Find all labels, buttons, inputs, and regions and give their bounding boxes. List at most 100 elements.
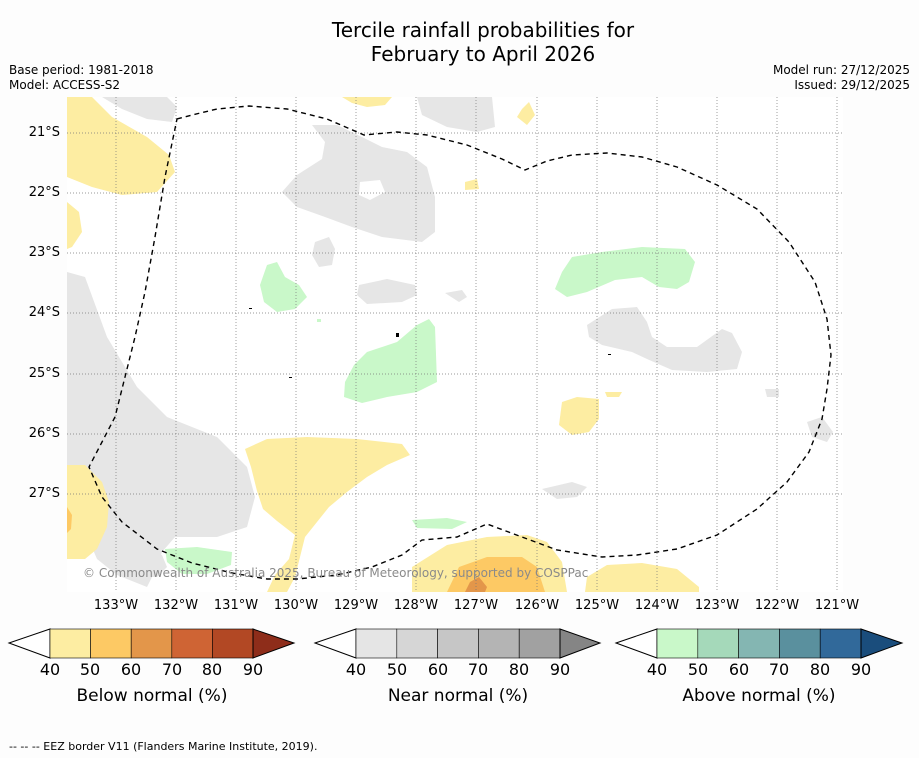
colorbar-below-bin-1: [49, 628, 91, 659]
cb-near-tick-80: 80: [508, 660, 530, 679]
title-line-2: February to April 2026: [370, 42, 596, 66]
near-region-east-edge: [807, 417, 833, 442]
above-region-southwest: [165, 547, 232, 574]
near-normal-regions: [67, 97, 833, 587]
below-region-east: [559, 397, 599, 435]
rainfall-probability-map: © Commonwealth of Australia 2025, Bureau…: [67, 97, 843, 592]
above-region-south: [412, 518, 467, 529]
meta-left: Base period: 1981-2018 Model: ACCESS-S2: [9, 63, 154, 93]
above-region-east: [555, 247, 695, 297]
below-region-northwest: [67, 97, 175, 195]
near-region-north-top: [417, 97, 495, 132]
lat-label-24: 24°S: [28, 305, 60, 320]
lat-label-21: 21°S: [28, 125, 60, 140]
near-region-east: [587, 307, 742, 372]
colorbar-below-bin-3: [130, 628, 173, 659]
cb-near-tick-60: 60: [427, 660, 449, 679]
cb-near-tick-70: 70: [467, 660, 489, 679]
below-region-north-2: [517, 102, 535, 125]
near-region-central-north: [282, 125, 435, 242]
colorbar-below-upper-arrow: [252, 628, 296, 659]
near-region-small-2: [357, 279, 417, 304]
colorbar-above-bin-4: [779, 628, 821, 659]
colorbar-below-bin-2: [90, 628, 132, 659]
lon-label-131: 131°W: [213, 598, 259, 613]
lat-label-23: 23°S: [28, 245, 60, 260]
colorbar-below-bin-4: [171, 628, 213, 659]
lon-label-121: 121°W: [814, 598, 860, 613]
cb-below-tick-90: 90: [242, 660, 264, 679]
colorbar-above-bin-1: [656, 628, 699, 659]
marker-3: [608, 354, 611, 355]
colorbar-near: [313, 628, 602, 659]
lon-label-126: 126°W: [514, 598, 560, 613]
colorbar-near-bin-2: [396, 628, 438, 659]
lon-label-124: 124°W: [634, 598, 680, 613]
model-text: Model: ACCESS-S2: [9, 78, 121, 92]
base-period-text: Base period: 1981-2018: [9, 63, 154, 77]
lon-label-125: 125°W: [574, 598, 620, 613]
near-region-south: [542, 482, 587, 499]
gridlines: [67, 97, 843, 592]
cb-near-tick-40: 40: [345, 660, 367, 679]
issued-text: Issued: 29/12/2025: [794, 78, 910, 92]
colorbar-near-bin-4: [478, 628, 520, 659]
eez-footer-note: -- -- -- EEZ border V11 (Flanders Marine…: [9, 740, 318, 753]
lat-label-25: 25°S: [28, 366, 60, 381]
below-region-central-south: [245, 437, 410, 592]
colorbar-below: [7, 628, 296, 659]
colorbar-above-bin-3: [738, 628, 780, 659]
small-markers: [249, 308, 611, 378]
cb-below-tick-60: 60: [120, 660, 142, 679]
colorbar-above-lower-arrow: [614, 628, 658, 659]
colorbar-near-bin-1: [355, 628, 398, 659]
meta-right: Model run: 27/12/2025 Issued: 29/12/2025: [773, 63, 910, 93]
copyright-text: © Commonwealth of Australia 2025, Bureau…: [83, 566, 588, 580]
colorbar-below-lower-arrow: [7, 628, 51, 659]
above-region-central: [344, 319, 437, 403]
below-region-north-3: [465, 179, 479, 190]
title-line-1: Tercile rainfall probabilities for: [331, 18, 635, 42]
near-region-small-3: [445, 290, 467, 302]
colorbars: [7, 628, 904, 659]
lat-label-27: 27°S: [28, 486, 60, 501]
lon-label-127: 127°W: [453, 598, 499, 613]
below-region-south-central-max: [465, 577, 487, 592]
cb-near-tick-50: 50: [386, 660, 408, 679]
map-title: Tercile rainfall probabilities for Febru…: [0, 18, 919, 66]
below-region-north-1: [342, 97, 392, 107]
cb-above-tick-90: 90: [850, 660, 872, 679]
below-region-east-small: [605, 392, 622, 397]
below-normal-regions: [67, 97, 699, 592]
colorbar-above-bin-2: [697, 628, 739, 659]
colorbar-above: [614, 628, 904, 659]
lat-label-22: 22°S: [28, 185, 60, 200]
lat-label-26: 26°S: [28, 426, 60, 441]
lon-label-132: 132°W: [153, 598, 199, 613]
below-region-west-1: [67, 202, 82, 249]
marker-1: [249, 308, 252, 309]
lon-label-128: 128°W: [393, 598, 439, 613]
near-region-northwest: [102, 97, 177, 122]
cb-above-tick-70: 70: [768, 660, 790, 679]
colorbar-near-lower-arrow: [313, 628, 357, 659]
colorbar-near-bin-5: [518, 628, 561, 659]
marker-2: [289, 377, 292, 378]
cb-above-tick-40: 40: [646, 660, 668, 679]
below-region-southeast: [585, 563, 699, 592]
lon-label-122: 122°W: [754, 598, 800, 613]
near-region-small-1: [312, 237, 335, 267]
lon-label-133: 133°W: [93, 598, 139, 613]
marker-4: [396, 333, 399, 337]
cb-below-tick-50: 50: [79, 660, 101, 679]
colorbar-below-bin-5: [212, 628, 254, 659]
below-region-southwest: [67, 465, 109, 559]
above-normal-regions: [165, 247, 695, 574]
cb-near-tick-90: 90: [549, 660, 571, 679]
cb-below-title: Below normal (%): [76, 686, 228, 706]
eez-border: [88, 105, 832, 580]
colorbar-near-upper-arrow: [559, 628, 602, 659]
cb-above-title: Above normal (%): [682, 686, 836, 706]
above-region-west: [260, 262, 307, 312]
lon-label-123: 123°W: [694, 598, 740, 613]
